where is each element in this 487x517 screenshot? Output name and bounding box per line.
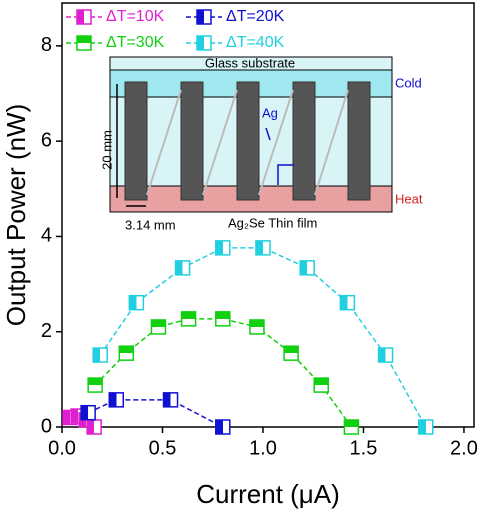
marker	[299, 260, 315, 276]
y-tick-label: 8	[41, 34, 52, 56]
inset-label: Ag	[262, 105, 278, 120]
plot-frame	[61, 2, 475, 428]
legend-marker	[76, 35, 92, 51]
marker	[215, 419, 231, 435]
x-tick-label: 1.5	[350, 437, 378, 459]
marker	[128, 294, 145, 311]
marker	[343, 419, 360, 435]
marker	[249, 319, 265, 335]
marker	[339, 294, 356, 311]
series-line	[87, 399, 224, 428]
inset-connectors	[146, 89, 349, 196]
marker	[313, 377, 330, 393]
y-tick-label: 6	[41, 129, 52, 151]
inset-label: Glass substrate	[205, 55, 295, 70]
legend-label: ΔT=30K	[106, 34, 165, 51]
x-tick-label: 0.0	[48, 437, 76, 459]
legend-label: ΔT=20K	[226, 8, 285, 25]
x-axis-title: Current (μA)	[196, 479, 340, 509]
legend-marker	[76, 9, 92, 25]
inset-legs	[124, 81, 371, 201]
inset-label: Heat	[395, 191, 423, 206]
inset-pointer	[277, 164, 294, 185]
series-line	[99, 247, 427, 428]
marker	[118, 345, 135, 361]
y-tick-label: 0	[41, 415, 52, 437]
marker	[418, 419, 434, 435]
inset-pointer	[265, 127, 271, 141]
marker	[87, 377, 103, 393]
inset-label: Cold	[395, 75, 422, 90]
y-tick-label: 4	[41, 225, 52, 247]
marker	[108, 392, 125, 408]
inset-label: 3.14 mm	[125, 217, 176, 232]
legend-marker	[196, 35, 212, 51]
inset-label: 20 mm	[99, 130, 114, 170]
x-tick-label: 1.0	[249, 437, 277, 459]
marker	[162, 392, 179, 408]
marker	[180, 311, 197, 327]
x-tick-label: 0.5	[149, 437, 177, 459]
x-tick-label: 2.0	[450, 437, 478, 459]
marker	[255, 240, 271, 256]
legend-marker	[196, 9, 212, 25]
legend-label: ΔT=10K	[106, 8, 165, 25]
y-tick-label: 2	[41, 320, 52, 342]
marker	[80, 404, 96, 421]
marker	[86, 419, 102, 435]
marker	[92, 347, 108, 363]
inset-label: Ag₂Se Thin film	[228, 215, 317, 230]
y-axis-title: Output Power (nW)	[1, 104, 31, 327]
marker	[215, 240, 231, 256]
marker	[283, 345, 299, 361]
marker	[215, 311, 231, 327]
series-line	[94, 318, 353, 428]
inset-diagram: Glass substrate Cold Ag 20 mm Heat 3.14 …	[99, 55, 422, 232]
marker	[377, 347, 394, 363]
marker	[150, 319, 167, 335]
legend-label: ΔT=40K	[226, 34, 285, 51]
marker	[174, 260, 191, 276]
